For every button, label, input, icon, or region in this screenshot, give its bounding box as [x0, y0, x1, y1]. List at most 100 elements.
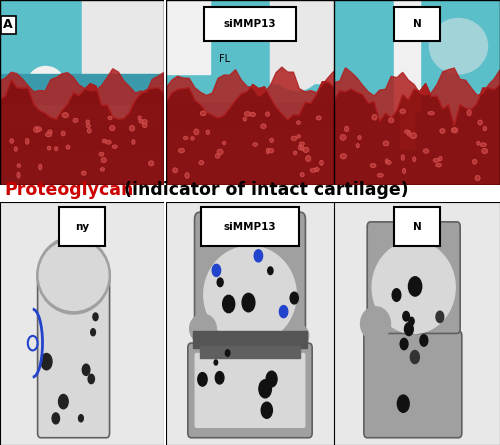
- Bar: [0, 105, 164, 133]
- Ellipse shape: [100, 168, 104, 171]
- Ellipse shape: [408, 131, 410, 136]
- Ellipse shape: [39, 164, 42, 170]
- Text: (indicator of intact cartilage): (indicator of intact cartilage): [118, 181, 408, 199]
- Ellipse shape: [190, 314, 216, 343]
- Ellipse shape: [14, 147, 17, 151]
- Ellipse shape: [413, 157, 416, 162]
- FancyBboxPatch shape: [188, 343, 312, 438]
- Ellipse shape: [300, 142, 304, 146]
- Ellipse shape: [358, 136, 361, 139]
- Ellipse shape: [384, 141, 388, 146]
- Ellipse shape: [480, 143, 486, 146]
- Ellipse shape: [320, 160, 323, 165]
- Ellipse shape: [10, 139, 14, 143]
- Ellipse shape: [194, 129, 198, 135]
- Bar: [166, 0, 210, 74]
- Ellipse shape: [130, 125, 134, 131]
- Ellipse shape: [388, 118, 394, 123]
- Ellipse shape: [110, 126, 114, 130]
- Ellipse shape: [452, 128, 456, 132]
- Text: A: A: [4, 18, 13, 32]
- Ellipse shape: [250, 113, 255, 116]
- Ellipse shape: [37, 236, 111, 314]
- Ellipse shape: [253, 143, 258, 146]
- Ellipse shape: [82, 171, 86, 175]
- Ellipse shape: [62, 113, 68, 117]
- Ellipse shape: [17, 173, 20, 178]
- Ellipse shape: [88, 129, 91, 133]
- Ellipse shape: [298, 145, 302, 150]
- Ellipse shape: [102, 139, 106, 143]
- Ellipse shape: [297, 135, 300, 138]
- Circle shape: [268, 267, 273, 275]
- Circle shape: [400, 338, 408, 350]
- Bar: [82, 0, 164, 77]
- Ellipse shape: [356, 144, 359, 148]
- Circle shape: [82, 364, 90, 376]
- Ellipse shape: [424, 149, 428, 153]
- Circle shape: [410, 351, 420, 364]
- Circle shape: [52, 413, 60, 424]
- Ellipse shape: [26, 139, 29, 144]
- Circle shape: [90, 329, 96, 336]
- Circle shape: [58, 394, 68, 409]
- Text: N: N: [412, 19, 422, 29]
- Ellipse shape: [344, 126, 348, 132]
- Ellipse shape: [386, 161, 391, 164]
- Ellipse shape: [200, 111, 206, 116]
- Ellipse shape: [378, 174, 383, 177]
- Ellipse shape: [218, 150, 223, 154]
- Ellipse shape: [108, 117, 112, 120]
- Circle shape: [403, 312, 409, 321]
- Ellipse shape: [440, 129, 445, 133]
- Bar: [394, 0, 420, 111]
- Ellipse shape: [138, 116, 141, 120]
- Circle shape: [212, 264, 220, 276]
- Circle shape: [290, 292, 298, 304]
- Circle shape: [198, 372, 207, 386]
- Ellipse shape: [310, 169, 316, 172]
- Ellipse shape: [402, 169, 406, 173]
- Ellipse shape: [372, 241, 455, 333]
- Circle shape: [78, 415, 84, 422]
- Polygon shape: [0, 80, 164, 185]
- Circle shape: [214, 360, 218, 365]
- Ellipse shape: [62, 131, 65, 136]
- Ellipse shape: [438, 157, 442, 161]
- Bar: [193, 331, 307, 348]
- Circle shape: [254, 250, 262, 262]
- Ellipse shape: [306, 156, 310, 162]
- Circle shape: [261, 402, 272, 418]
- Ellipse shape: [148, 161, 154, 166]
- Ellipse shape: [204, 246, 296, 343]
- Circle shape: [93, 313, 98, 321]
- Ellipse shape: [106, 140, 111, 144]
- Ellipse shape: [477, 142, 480, 145]
- FancyBboxPatch shape: [194, 353, 306, 428]
- Circle shape: [280, 306, 288, 318]
- Ellipse shape: [261, 124, 266, 129]
- FancyBboxPatch shape: [59, 207, 104, 246]
- Ellipse shape: [315, 167, 319, 171]
- Circle shape: [392, 289, 401, 301]
- FancyBboxPatch shape: [364, 331, 462, 438]
- Circle shape: [88, 374, 94, 384]
- Circle shape: [409, 317, 414, 325]
- Ellipse shape: [46, 133, 52, 137]
- Ellipse shape: [402, 155, 404, 160]
- Ellipse shape: [266, 112, 270, 116]
- Circle shape: [226, 350, 230, 356]
- Ellipse shape: [386, 159, 388, 163]
- Circle shape: [259, 380, 272, 398]
- Ellipse shape: [476, 176, 480, 181]
- Ellipse shape: [303, 147, 308, 152]
- Ellipse shape: [340, 135, 346, 140]
- Ellipse shape: [400, 109, 406, 113]
- Ellipse shape: [292, 136, 296, 141]
- Ellipse shape: [86, 26, 149, 77]
- Ellipse shape: [483, 126, 486, 131]
- Bar: [166, 103, 334, 111]
- FancyBboxPatch shape: [367, 222, 460, 333]
- Circle shape: [408, 277, 422, 296]
- Ellipse shape: [428, 112, 434, 115]
